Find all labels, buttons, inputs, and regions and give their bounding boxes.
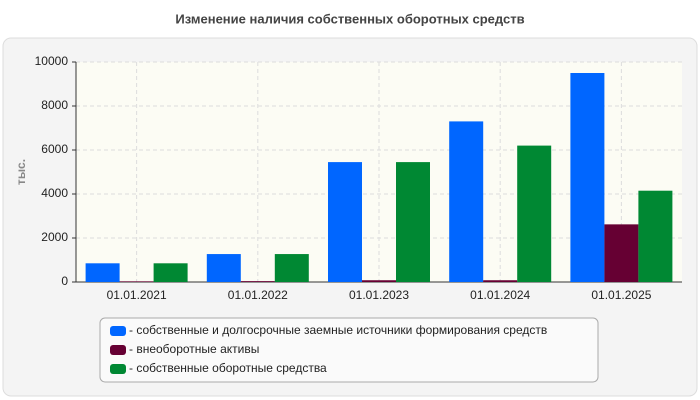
legend-label: - собственные и долгосрочные заемные ист…	[129, 323, 547, 337]
x-tick-label: 01.01.2024	[470, 288, 530, 302]
legend-swatch	[110, 345, 126, 355]
bar	[638, 190, 673, 282]
bar	[362, 280, 396, 282]
y-tick-label: 2000	[41, 230, 68, 244]
x-tick-label: 01.01.2025	[591, 288, 651, 302]
y-tick-label: 10000	[35, 54, 69, 68]
legend-swatch	[110, 326, 126, 336]
bar	[153, 263, 188, 282]
bar	[449, 121, 484, 283]
legend	[99, 317, 599, 383]
bar	[483, 280, 518, 282]
y-axis-label: тыс.	[14, 159, 28, 185]
bar	[517, 145, 552, 282]
y-tick-label: 4000	[41, 186, 68, 200]
x-tick-label: 01.01.2021	[107, 288, 167, 302]
bar	[570, 73, 605, 282]
legend-label: - собственные оборотные средства	[129, 361, 327, 375]
bar	[240, 281, 275, 282]
legend-label: - внеоборотные активы	[129, 342, 259, 356]
y-tick-label: 0	[61, 274, 68, 288]
bar	[206, 254, 241, 282]
y-tick-label: 6000	[41, 142, 68, 156]
bar	[328, 162, 362, 282]
bar	[274, 254, 309, 282]
bar	[604, 224, 639, 282]
legend-swatch	[110, 364, 126, 374]
chart-title: Изменение наличия собственных оборотных …	[175, 11, 524, 26]
y-tick-label: 8000	[41, 98, 68, 112]
x-tick-label: 01.01.2023	[349, 288, 409, 302]
bar	[396, 162, 430, 282]
x-tick-label: 01.01.2022	[228, 288, 288, 302]
bar	[119, 281, 154, 282]
bar	[85, 263, 120, 282]
